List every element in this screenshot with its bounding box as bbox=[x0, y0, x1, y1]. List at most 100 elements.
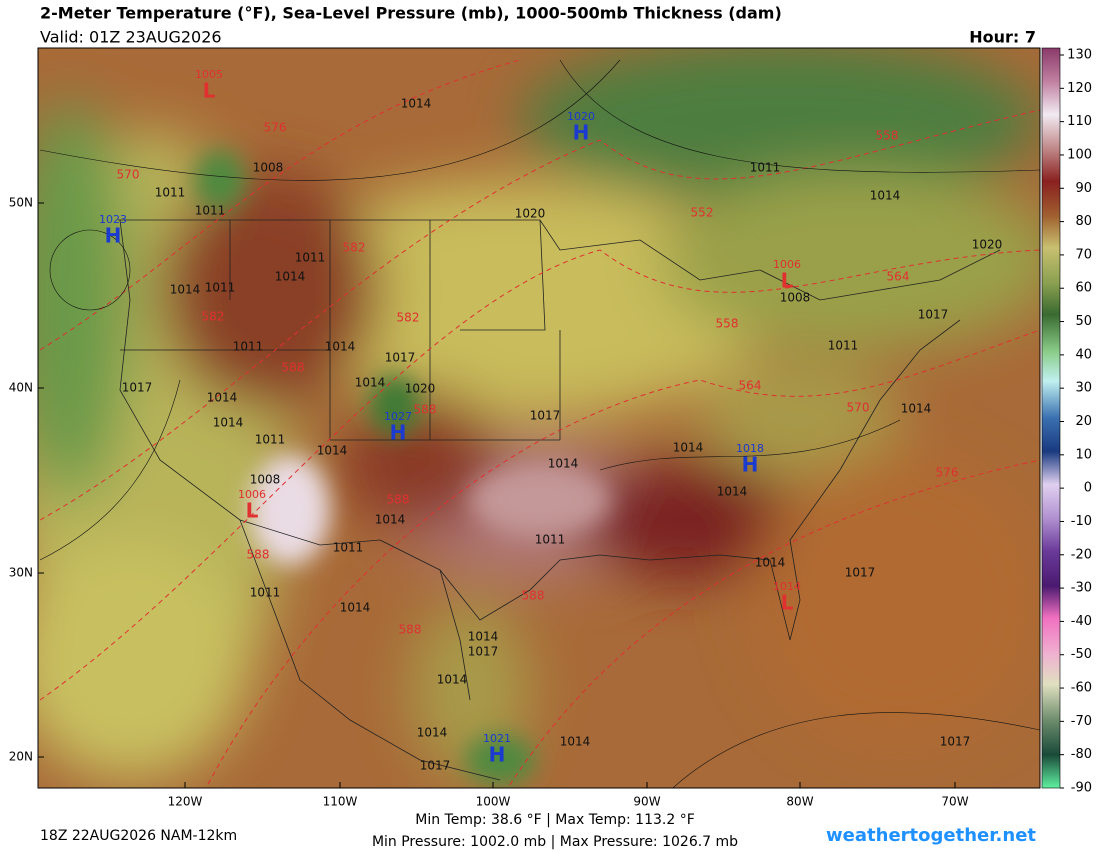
map-title: 2-Meter Temperature (°F), Sea-Level Pres… bbox=[40, 4, 782, 23]
boundaries bbox=[118, 219, 1001, 781]
isobar-label: 1008 bbox=[780, 291, 811, 305]
isobar-label: 1014 bbox=[375, 513, 406, 527]
colorbar-label: 10 bbox=[1075, 447, 1092, 462]
isobar-label: 1017 bbox=[940, 735, 971, 749]
isobar-label: 1014 bbox=[560, 735, 591, 749]
isobar-label: 1014 bbox=[317, 444, 348, 458]
map-labels: 1020H1023H1027H1018H1021H1005L1006L1006L… bbox=[99, 68, 1002, 773]
isobar-label: 1011 bbox=[205, 281, 236, 295]
pressure-center-value: 1023 bbox=[99, 213, 127, 226]
isobar-label: 1017 bbox=[122, 381, 153, 395]
colorbar-label: 90 bbox=[1075, 181, 1092, 196]
colorbar-label: -50 bbox=[1071, 647, 1092, 662]
isobar-label: 1014 bbox=[901, 402, 932, 416]
isobar-label: 1014 bbox=[213, 416, 244, 430]
colorbar-label: -60 bbox=[1071, 681, 1092, 696]
isobar-label: 1014 bbox=[548, 457, 579, 471]
pressure-center-value: 1006 bbox=[238, 488, 266, 501]
model-run: 18Z 22AUG2026 NAM-12km bbox=[40, 828, 237, 844]
map-field: 1020H1023H1027H1018H1021H1005L1006L1006L… bbox=[38, 48, 1040, 788]
pressure-range: Min Pressure: 1002.0 mb | Max Pressure: … bbox=[372, 834, 738, 850]
thickness-label: 564 bbox=[887, 270, 910, 284]
isobar-label: 1011 bbox=[233, 340, 264, 354]
isobar-label: 1014 bbox=[325, 340, 356, 354]
isobar-label: 1017 bbox=[918, 308, 949, 322]
pressure-center-symbol: H bbox=[573, 121, 590, 145]
isobar-label: 1011 bbox=[195, 204, 226, 218]
isobar-label: 1014 bbox=[437, 673, 468, 687]
isobar-label: 1008 bbox=[250, 473, 281, 487]
thickness-label: 558 bbox=[716, 317, 739, 331]
thickness-label: 558 bbox=[876, 129, 899, 143]
colorbar-label: 110 bbox=[1067, 114, 1092, 129]
isobar-label: 1020 bbox=[972, 238, 1003, 252]
pressure-center-symbol: L bbox=[781, 591, 794, 615]
lat-label: 20N bbox=[9, 750, 33, 764]
site-link[interactable]: weathertogether.net bbox=[826, 825, 1036, 846]
pressure-center-symbol: H bbox=[742, 453, 759, 477]
isobar-label: 1014 bbox=[207, 391, 238, 405]
colorbar-label: -80 bbox=[1071, 747, 1092, 762]
pressure-center-symbol: L bbox=[246, 499, 259, 523]
thickness-label: 576 bbox=[264, 121, 287, 135]
isobar-label: 1014 bbox=[340, 601, 371, 615]
valid-time: Valid: 01Z 23AUG2026 bbox=[40, 28, 222, 47]
isobar-label: 1014 bbox=[355, 376, 386, 390]
thickness-label: 564 bbox=[739, 379, 762, 393]
isobar-label: 1017 bbox=[385, 351, 416, 365]
thickness-label: 576 bbox=[936, 466, 959, 480]
colorbar-label: -20 bbox=[1071, 547, 1092, 562]
thickness-label: 570 bbox=[117, 168, 140, 182]
thickness-label: 588 bbox=[247, 548, 270, 562]
colorbar-label: 0 bbox=[1084, 481, 1092, 496]
pressure-center-symbol: H bbox=[105, 224, 122, 248]
isobar-label: 1014 bbox=[417, 726, 448, 740]
isobar-label: 1017 bbox=[845, 566, 876, 580]
isobar-label: 1014 bbox=[870, 189, 901, 203]
colorbar-label: -30 bbox=[1071, 581, 1092, 596]
thickness-label: 582 bbox=[397, 311, 420, 325]
isobar-label: 1014 bbox=[401, 97, 432, 111]
isobar-label: 1008 bbox=[253, 161, 284, 175]
colorbar-label: -40 bbox=[1071, 614, 1092, 629]
isobar-label: 1017 bbox=[530, 409, 561, 423]
lon-label: 110W bbox=[323, 795, 358, 809]
isobars bbox=[39, 59, 1040, 788]
colorbar-label: 40 bbox=[1075, 347, 1092, 362]
pressure-center-symbol: L bbox=[781, 269, 794, 293]
lat-label: 50N bbox=[9, 196, 33, 210]
colorbar-label: 80 bbox=[1075, 214, 1092, 229]
thickness-label: 570 bbox=[847, 401, 870, 415]
pressure-center-value: 1005 bbox=[195, 68, 223, 81]
thickness-label: 588 bbox=[399, 623, 422, 637]
lon-label: 90W bbox=[633, 795, 660, 809]
map-frame bbox=[37, 47, 1041, 789]
thickness-label: 582 bbox=[202, 310, 225, 324]
isobar-label: 1014 bbox=[673, 441, 704, 455]
colorbar-label: 50 bbox=[1075, 314, 1092, 329]
pressure-center-value: 1027 bbox=[384, 410, 412, 423]
colorbar-label: 130 bbox=[1067, 48, 1092, 63]
forecast-hour: Hour: 7 bbox=[969, 28, 1036, 47]
pressure-center-symbol: H bbox=[390, 421, 407, 445]
thickness-label: 588 bbox=[522, 589, 545, 603]
thickness-label: 588 bbox=[414, 403, 437, 417]
pressure-center-symbol: H bbox=[489, 743, 506, 767]
thickness-label: 582 bbox=[343, 241, 366, 255]
thickness-label: 552 bbox=[691, 206, 714, 220]
pressure-center-value: 1020 bbox=[567, 110, 595, 123]
isobar-label: 1011 bbox=[255, 433, 286, 447]
isobar-label: 1011 bbox=[535, 533, 566, 547]
colorbar-label: 20 bbox=[1075, 414, 1092, 429]
isobar-label: 1020 bbox=[405, 382, 436, 396]
thickness-contours bbox=[39, 59, 1040, 788]
isobar-label: 1014 bbox=[170, 283, 201, 297]
isobar-label: 1017 bbox=[420, 759, 451, 773]
temp-range: Min Temp: 38.6 °F | Max Temp: 113.2 °F bbox=[415, 812, 695, 828]
colorbar-label: -70 bbox=[1071, 714, 1092, 729]
lon-label: 120W bbox=[168, 795, 203, 809]
pressure-center-value: 1021 bbox=[483, 732, 511, 745]
isobar-label: 1011 bbox=[750, 161, 781, 175]
